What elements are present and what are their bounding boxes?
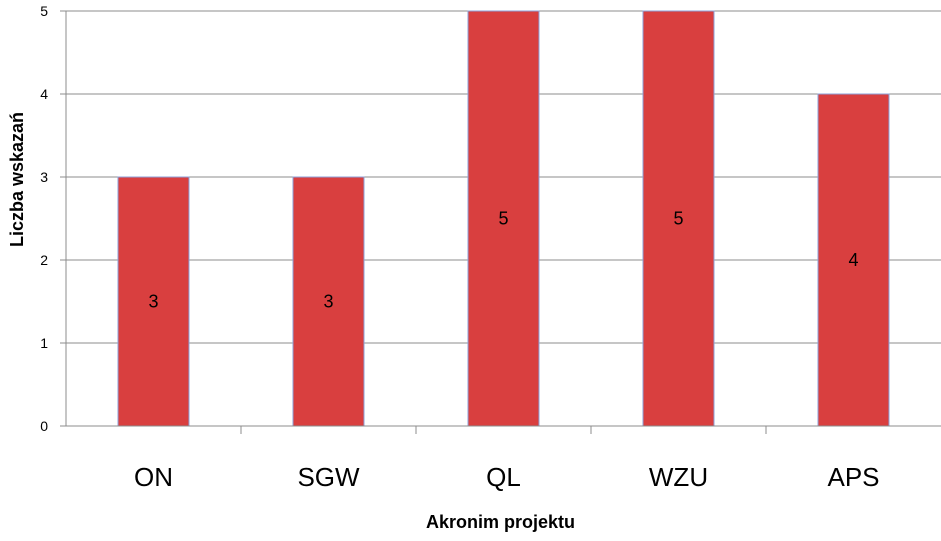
category-label: WZU	[649, 462, 708, 492]
data-label: 5	[673, 209, 683, 229]
data-label: 5	[498, 209, 508, 229]
x-tick-marks	[240, 426, 767, 434]
bar-wzu	[642, 10, 715, 427]
category-label: APS	[827, 462, 879, 492]
y-tick-labels: 0 1 2 3 4 5	[40, 3, 48, 434]
bar-on	[117, 176, 190, 427]
category-label: ON	[134, 462, 173, 492]
category-labels: ON SGW QL WZU APS	[134, 462, 880, 492]
data-labels: 3 3 5 5 4	[148, 209, 858, 312]
y-tick-label: 4	[40, 86, 48, 102]
data-label: 3	[148, 292, 158, 312]
y-tick-label: 3	[40, 169, 48, 185]
category-label: SGW	[297, 462, 360, 492]
bar-aps	[817, 93, 890, 427]
axes	[65, 11, 941, 427]
y-tick-label: 1	[40, 335, 48, 351]
category-label: QL	[486, 462, 521, 492]
data-label: 3	[323, 292, 333, 312]
bar-sgw	[292, 176, 365, 427]
y-tick-label: 5	[40, 3, 48, 19]
bar-ql	[467, 10, 540, 427]
bars	[117, 10, 890, 427]
y-tick-label: 0	[40, 418, 48, 434]
y-axis-title: Liczba wskazań	[7, 112, 27, 247]
data-label: 4	[848, 250, 858, 270]
x-axis-title: Akronim projektu	[426, 512, 575, 532]
y-tick-label: 2	[40, 252, 48, 268]
